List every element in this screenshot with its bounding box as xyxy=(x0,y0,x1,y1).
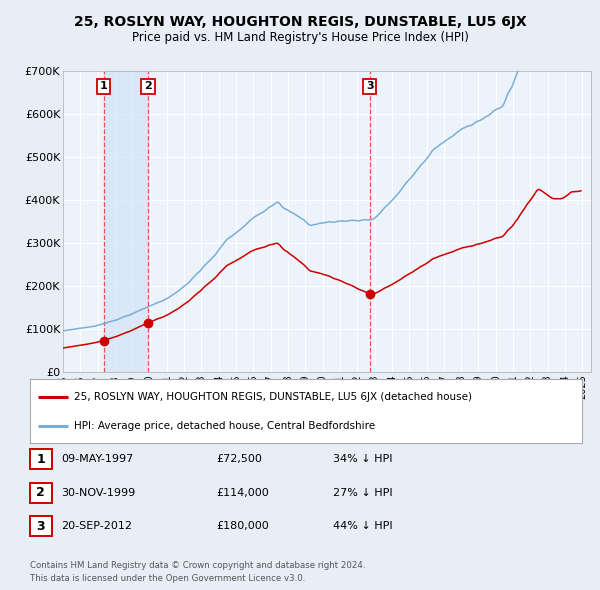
Text: 2: 2 xyxy=(37,486,45,499)
Text: £180,000: £180,000 xyxy=(216,522,269,531)
Text: Price paid vs. HM Land Registry's House Price Index (HPI): Price paid vs. HM Land Registry's House … xyxy=(131,31,469,44)
Text: 27% ↓ HPI: 27% ↓ HPI xyxy=(333,488,392,497)
Bar xyxy=(104,71,148,372)
Text: 2: 2 xyxy=(144,81,152,91)
Text: 34% ↓ HPI: 34% ↓ HPI xyxy=(333,454,392,464)
Text: HPI: Average price, detached house, Central Bedfordshire: HPI: Average price, detached house, Cent… xyxy=(74,421,375,431)
Text: £72,500: £72,500 xyxy=(216,454,262,464)
Text: Contains HM Land Registry data © Crown copyright and database right 2024.
This d: Contains HM Land Registry data © Crown c… xyxy=(30,562,365,583)
Text: 3: 3 xyxy=(37,520,45,533)
Text: 1: 1 xyxy=(37,453,45,466)
Text: 09-MAY-1997: 09-MAY-1997 xyxy=(61,454,133,464)
Text: 3: 3 xyxy=(366,81,374,91)
Text: 25, ROSLYN WAY, HOUGHTON REGIS, DUNSTABLE, LU5 6JX (detached house): 25, ROSLYN WAY, HOUGHTON REGIS, DUNSTABL… xyxy=(74,392,472,402)
Text: 25, ROSLYN WAY, HOUGHTON REGIS, DUNSTABLE, LU5 6JX: 25, ROSLYN WAY, HOUGHTON REGIS, DUNSTABL… xyxy=(74,15,526,29)
Text: 30-NOV-1999: 30-NOV-1999 xyxy=(61,488,136,497)
Text: 44% ↓ HPI: 44% ↓ HPI xyxy=(333,522,392,531)
Text: 20-SEP-2012: 20-SEP-2012 xyxy=(61,522,132,531)
Text: 1: 1 xyxy=(100,81,107,91)
Text: £114,000: £114,000 xyxy=(216,488,269,497)
